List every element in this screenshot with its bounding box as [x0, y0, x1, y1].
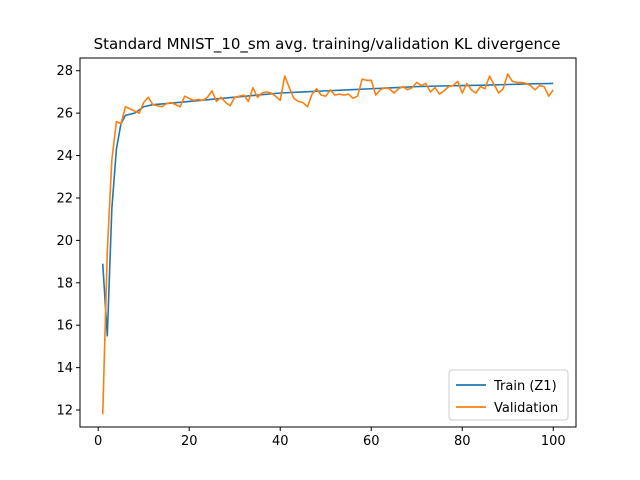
x-tick-label: 80	[454, 434, 471, 449]
y-tick-label: 12	[56, 404, 73, 419]
y-tick-label: 20	[56, 234, 73, 249]
y-tick-label: 28	[56, 64, 73, 79]
legend-label-validation: Validation	[494, 401, 558, 416]
y-tick-label: 24	[56, 149, 73, 164]
x-tick-label: 100	[541, 434, 566, 449]
x-tick-label: 0	[94, 434, 102, 449]
chart-title: Standard MNIST_10_sm avg. training/valid…	[94, 35, 561, 54]
y-tick-label: 16	[56, 319, 73, 334]
plot-frame	[79, 57, 577, 428]
y-tick-label: 22	[56, 191, 73, 206]
x-tick-label: 40	[272, 434, 289, 449]
y-tick-label: 18	[56, 276, 73, 291]
x-tick-label: 60	[363, 434, 380, 449]
y-tick-label: 14	[56, 361, 73, 376]
legend-label-train: Train (Z1)	[493, 379, 557, 394]
series-line-train-z1	[101, 82, 554, 337]
y-tick-label: 26	[56, 107, 73, 122]
legend: Train (Z1) Validation	[448, 369, 569, 421]
x-tick-label: 20	[181, 434, 198, 449]
series-line-validation	[101, 73, 554, 415]
